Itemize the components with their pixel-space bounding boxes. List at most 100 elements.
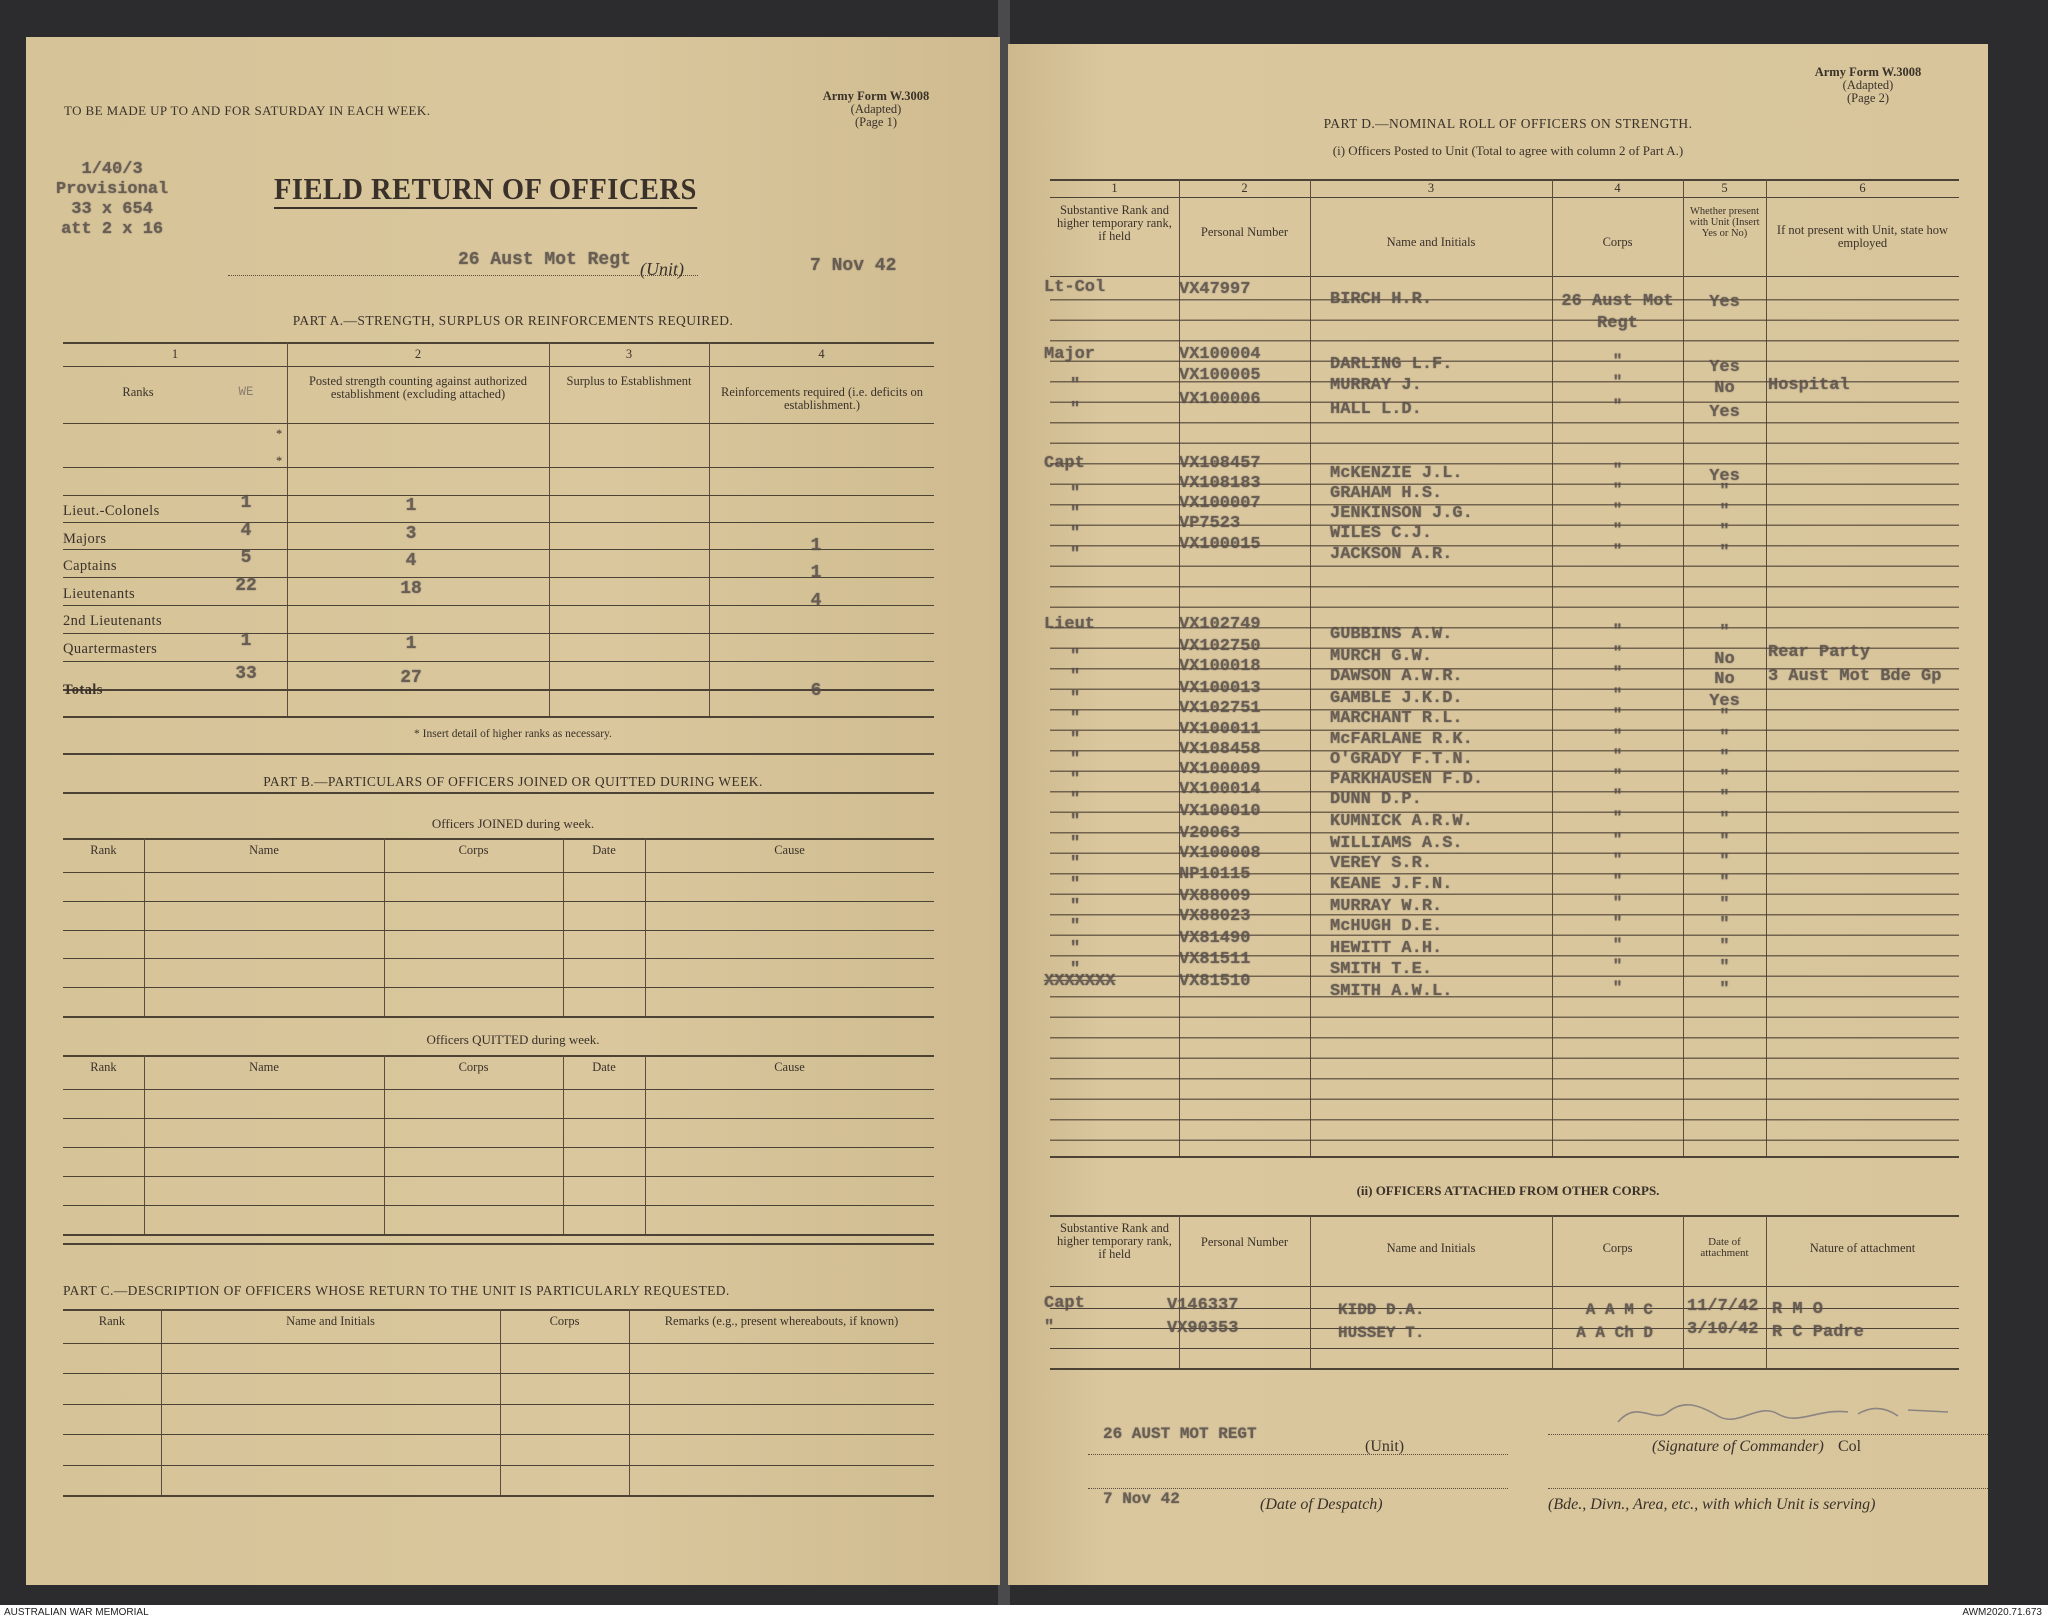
we-value: 22 [235, 575, 257, 596]
row-line [1050, 1368, 1959, 1370]
personal-number: VX100009 [1179, 760, 1261, 779]
name: MARCHANT R.L. [1330, 709, 1463, 728]
joined-header: Cause [774, 843, 805, 857]
column-divider [645, 838, 646, 1016]
rank-label: Quartermasters [63, 640, 158, 657]
typed-ref-line: att 2 x 16 [61, 220, 164, 239]
corps: " [1612, 894, 1623, 912]
present: Yes [1709, 692, 1740, 711]
name: McHUGH D.E. [1330, 917, 1443, 936]
header-we: WE [238, 385, 254, 399]
rank-ditto: " [1070, 917, 1081, 936]
personal-number: V146337 [1167, 1296, 1239, 1315]
rank: Capt [1044, 454, 1085, 473]
joined-header: Name [249, 843, 279, 857]
part-a-footnote: * Insert detail of higher ranks as neces… [414, 728, 612, 740]
corps: A A Ch D [1576, 1324, 1653, 1342]
quitted-header: Corps [458, 1060, 489, 1074]
personal-number: VX100011 [1179, 720, 1261, 739]
rank-ditto: " [1070, 504, 1081, 523]
name: KEANE J.F.N. [1330, 875, 1453, 894]
signature-line [1548, 1434, 1988, 1435]
corps: " [1612, 727, 1623, 745]
name: GUBBINS A.W. [1330, 625, 1453, 644]
posted-value: 4 [405, 551, 417, 571]
joined-header: Rank [90, 843, 117, 857]
rank-ditto: " [1070, 812, 1081, 831]
signature-suffix: Col [1838, 1438, 1862, 1455]
present: " [1719, 543, 1730, 562]
roll-row: " VX100010 KUMNICK A.R.W. " " [1008, 803, 1988, 835]
column-divider [563, 1055, 564, 1234]
quitted-header: Rank [90, 1060, 117, 1074]
present: Yes [1709, 293, 1740, 312]
commander-signature [1617, 1404, 1949, 1423]
row-line [1050, 1328, 1959, 1329]
column-divider [161, 1309, 162, 1495]
date: 3/10/42 [1687, 1320, 1759, 1339]
posted-value: 1 [405, 496, 417, 516]
roll-row: " V20063 WILLIAMS A.S. " " [1008, 825, 1988, 857]
column-divider [144, 1055, 145, 1234]
footer-unit-typed: 26 AUST MOT REGT [1103, 1425, 1257, 1443]
name: HEWITT A.H. [1330, 939, 1443, 958]
we-value: 1 [240, 630, 252, 651]
column-number: 3 [1427, 181, 1435, 195]
roll-row: " VX108458 O'GRADY F.T.N. " " [1008, 741, 1988, 773]
present: " [1719, 915, 1730, 934]
name: SMITH A.W.L. [1330, 982, 1453, 1001]
roll-header: Substantive Rank and higher temporary ra… [1057, 203, 1172, 243]
row-line [63, 1205, 934, 1206]
joined-header: Corps [458, 843, 489, 857]
rank-label: Majors [63, 530, 107, 547]
roll-row: " VX81511 SMITH T.E. " " [1008, 951, 1988, 983]
column-number: 4 [1614, 181, 1621, 195]
present: Yes [1709, 467, 1740, 486]
typed-reference: 1/40/3 Provisional 33 x 654 att 2 x 16 [56, 160, 168, 240]
row-line [63, 1016, 934, 1018]
present: " [1719, 958, 1730, 977]
part-a-heading: PART A.—STRENGTH, SURPLUS OR REINFORCEME… [292, 313, 734, 328]
typed-ref-line: Provisional [56, 180, 169, 199]
rank: Major [1044, 345, 1096, 364]
rule-line [1050, 197, 1959, 198]
rule-line [63, 792, 934, 794]
roll-top [1050, 179, 1959, 181]
present: " [1719, 707, 1730, 726]
present: Yes [1709, 403, 1740, 422]
ruled-rows [1050, 280, 1959, 1156]
present: Yes [1709, 358, 1740, 377]
part-d-sub-ii: (ii) OFFICERS ATTACHED FROM OTHER CORPS. [1356, 1183, 1660, 1198]
unit-typed: 26 Aust Mot Regt [458, 250, 631, 270]
row-line [63, 900, 934, 902]
date-of-despatch-label: (Date of Despatch) [1260, 1496, 1383, 1513]
page-title: FIELD RETURN OF OFFICERS [274, 171, 697, 209]
personal-number: VX88023 [1179, 907, 1251, 926]
present: " [1719, 832, 1730, 851]
typed-ref-line: 1/40/3 [81, 160, 143, 179]
column-divider [1766, 1215, 1767, 1368]
header-posted: Posted strength counting against authori… [308, 374, 527, 401]
asterisk: * [276, 454, 283, 468]
employed: Rear Party [1768, 643, 1871, 662]
form-id-2: Army Form W.3008 (Adapted) (Page 2) [1778, 66, 1958, 105]
column-divider [1310, 1215, 1311, 1368]
joined-top [63, 838, 934, 840]
rank: Lt-Col [1044, 278, 1106, 297]
roll-row: " VX88023 McHUGH D.E. " " [1008, 908, 1988, 940]
row-line [63, 1434, 934, 1436]
personal-number: VX81490 [1179, 929, 1251, 948]
row-line [63, 1495, 934, 1497]
corps: " [1612, 461, 1623, 479]
corps: " [1612, 644, 1623, 662]
corps: " [1612, 936, 1623, 954]
footer-date-typed: 7 Nov 42 [1103, 1490, 1180, 1508]
rank-label: Captains [63, 558, 117, 574]
column-divider [500, 1309, 501, 1495]
roll-row: " VX100014 DUNN D.P. " " [1008, 781, 1988, 813]
attached-row: Capt V146337 KIDD D.A. A A M C 11/7/42 R M O [1008, 1295, 1988, 1322]
date: 11/7/42 [1687, 1297, 1759, 1316]
present: " [1719, 788, 1730, 807]
column-number: 6 [1859, 181, 1866, 195]
rank-ditto: " [1070, 376, 1081, 395]
